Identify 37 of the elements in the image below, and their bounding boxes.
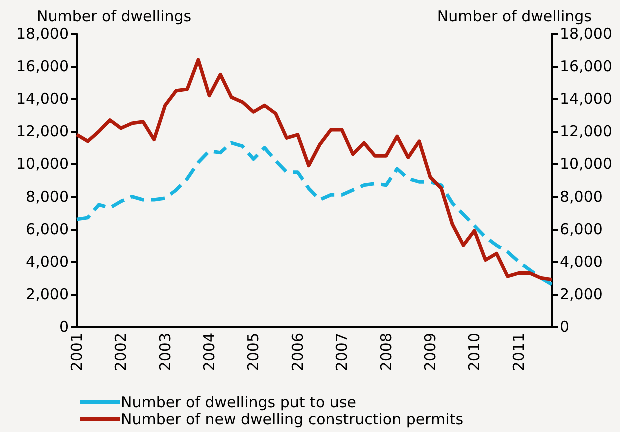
x-tick-label: 2006 bbox=[288, 333, 307, 372]
x-tick-label: 2005 bbox=[244, 333, 263, 372]
y2-tick-label: 0 bbox=[560, 318, 570, 336]
legend-label: Number of new dwelling construction permits bbox=[121, 410, 464, 428]
y-tick-label: 14,000 bbox=[16, 90, 69, 108]
x-tick-label: 2007 bbox=[333, 333, 352, 372]
x-tick-label: 2002 bbox=[112, 333, 130, 372]
y-tick-label: 16,000 bbox=[16, 58, 69, 76]
y-tick-label: 0 bbox=[59, 318, 69, 336]
y2-tick-label: 2,000 bbox=[560, 285, 603, 304]
x-tick-label: 2010 bbox=[466, 333, 484, 372]
y-tick-label: 10,000 bbox=[16, 155, 69, 174]
y-tick-label: 12,000 bbox=[16, 122, 69, 141]
y-tick-label: 2,000 bbox=[26, 285, 69, 304]
y2-tick-label: 18,000 bbox=[560, 25, 612, 43]
y2-tick-label: 4,000 bbox=[560, 252, 603, 271]
line-series bbox=[75, 141, 554, 286]
x-tick-label: 2001 bbox=[68, 333, 86, 372]
line-series bbox=[75, 58, 554, 282]
y2-tick-label: 8,000 bbox=[560, 188, 603, 206]
y2-tick-label: 10,000 bbox=[560, 155, 612, 174]
x-tick-label: 2003 bbox=[156, 333, 174, 372]
y2-tick-label: 14,000 bbox=[560, 90, 612, 108]
y2-tick-label: 16,000 bbox=[560, 58, 612, 76]
y-axis-title: Number of dwellings bbox=[37, 8, 192, 26]
y2-tick-label: 12,000 bbox=[560, 122, 612, 141]
y-tick-label: 4,000 bbox=[26, 252, 69, 271]
x-tick-label: 2008 bbox=[377, 333, 396, 372]
x-tick-label: 2009 bbox=[421, 333, 440, 372]
y2-tick-label: 6,000 bbox=[560, 220, 603, 238]
legend-label: Number of dwellings put to use bbox=[121, 394, 356, 412]
x-tick-label: 2011 bbox=[510, 333, 528, 372]
y-tick-label: 18,000 bbox=[16, 25, 69, 43]
x-tick-label: 2004 bbox=[200, 333, 219, 372]
y2-axis-title: Number of dwellings bbox=[437, 8, 592, 26]
y-tick-label: 8,000 bbox=[26, 188, 69, 206]
y-tick-label: 6,000 bbox=[26, 220, 69, 238]
